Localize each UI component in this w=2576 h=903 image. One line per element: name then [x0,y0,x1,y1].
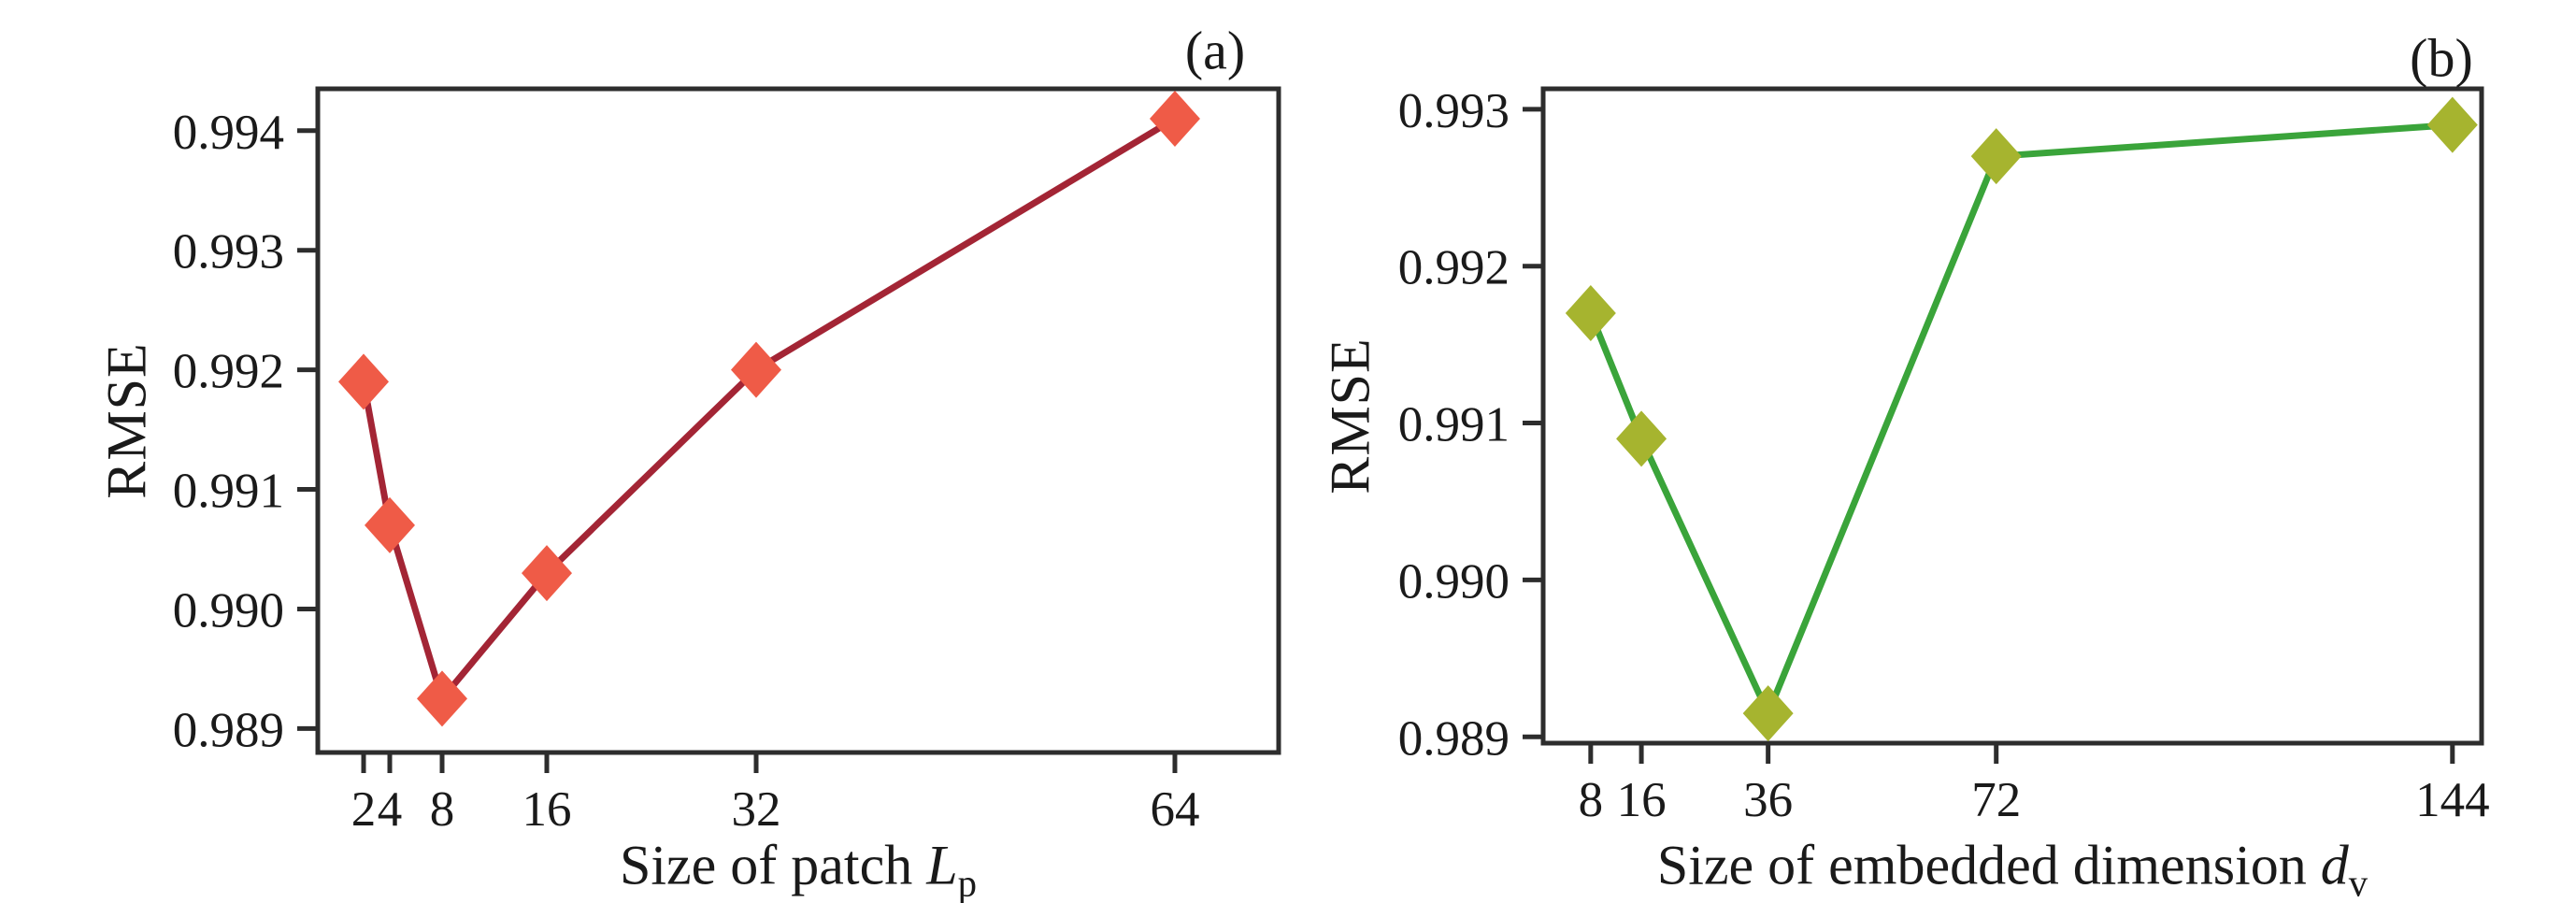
x-tick-label: 4 [378,782,403,837]
panel-plot-b: 0.993 0.992 0.991 0.990 0.989 8 16 36 72 144 [1398,84,2490,827]
y-tick-label: 0.994 [173,106,284,160]
x-tick-label: 8 [430,782,455,837]
x-axis-label-b-symbol: d [2320,834,2349,896]
data-line [360,115,1179,702]
data-point-marker [1970,128,2022,185]
y-tick-label: 0.989 [1398,711,1510,766]
x-tick-label: 32 [731,782,780,837]
panel-label-a: (a) [1184,20,1246,81]
y-tick-label: 0.990 [173,583,284,638]
plot-border [1540,86,2484,746]
data-point-marker [730,341,781,398]
y-tick-label: 0.992 [173,345,284,399]
data-point-marker [2426,96,2478,153]
x-tick-label: 16 [1617,773,1667,827]
data-point-marker [1616,410,1667,467]
y-tick-label: 0.993 [1398,84,1510,138]
x-tick-label: 64 [1150,782,1199,837]
y-axis-label-a: RMSE [95,342,158,499]
y-tick-label: 0.993 [173,225,284,280]
x-axis-label-a-text: Size of patch [620,834,927,896]
data-line [1587,122,2456,717]
y-tick-label: 0.991 [1398,398,1510,452]
panel-label-b: (b) [2410,27,2473,89]
x-axis-label-b: Size of embedded dimension dv [1543,834,2482,903]
y-axis-label-b: RMSE [1319,337,1381,494]
panel-plot-a: 0.994 0.993 0.992 0.991 0.990 0.989 2 4 8 16 32 64 [173,86,1281,837]
x-axis-label-a-subscript: p [957,862,977,903]
x-tick-label: 72 [1971,773,2021,827]
data-point-marker [1565,285,1616,342]
x-tick-label: 144 [2415,773,2490,827]
x-tick-label: 2 [351,782,377,837]
plot-border [315,86,1281,755]
x-tick-label: 36 [1743,773,1793,827]
data-point-marker [416,670,467,727]
x-tick-label: 8 [1579,773,1604,827]
data-point-marker [521,545,572,602]
y-tick-label: 0.989 [173,703,284,757]
x-axis-label-b-subscript: v [2348,862,2368,903]
x-axis-label-a-symbol: L [926,834,958,896]
data-point-marker [364,496,415,553]
x-axis-label-a: Size of patch Lp [318,834,1279,903]
x-tick-label: 16 [522,782,571,837]
data-point-marker [337,353,389,410]
x-axis-label-b-text: Size of embedded dimension [1656,834,2321,896]
y-tick-label: 0.991 [173,465,284,519]
y-tick-label: 0.992 [1398,241,1510,295]
data-point-marker [1742,685,1794,742]
y-tick-label: 0.990 [1398,554,1510,609]
data-point-marker [1149,90,1200,147]
